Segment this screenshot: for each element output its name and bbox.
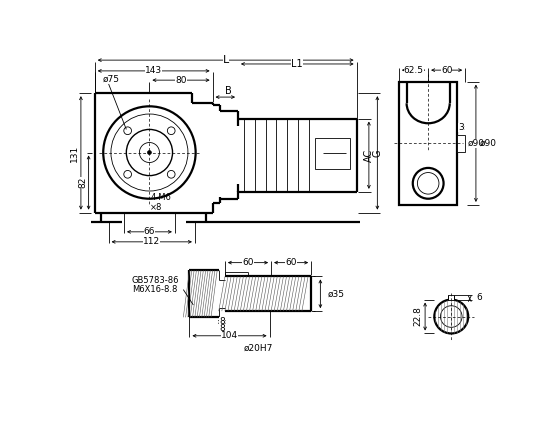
Bar: [448, 295, 454, 300]
Text: ø35: ø35: [328, 289, 345, 298]
Text: 4-M6
×8: 4-M6 ×8: [150, 192, 171, 212]
Text: 80: 80: [175, 75, 187, 85]
Text: ø20H7: ø20H7: [243, 343, 273, 353]
Text: ø75: ø75: [102, 75, 119, 84]
Bar: [399, 82, 458, 205]
Text: 60: 60: [242, 258, 254, 267]
Text: GB5783-86: GB5783-86: [132, 276, 179, 285]
Text: L: L: [223, 55, 229, 65]
Text: AC: AC: [364, 148, 374, 162]
Text: ø90: ø90: [468, 139, 485, 148]
Text: ø90: ø90: [480, 139, 497, 148]
Text: 82: 82: [78, 177, 87, 188]
Bar: [315, 138, 350, 169]
Circle shape: [147, 151, 151, 154]
Text: 60: 60: [441, 66, 453, 75]
Bar: [458, 135, 465, 152]
Text: 62.5: 62.5: [404, 66, 424, 75]
Text: 131: 131: [70, 144, 79, 162]
Text: G: G: [372, 149, 382, 156]
Text: 3: 3: [458, 123, 464, 132]
Text: 22.8: 22.8: [413, 307, 422, 326]
Text: 8: 8: [219, 324, 225, 333]
Text: 112: 112: [143, 237, 160, 246]
Text: L1: L1: [292, 59, 303, 69]
Text: 143: 143: [145, 67, 162, 75]
Text: 104: 104: [221, 331, 238, 340]
Text: M6X16-8.8: M6X16-8.8: [132, 285, 177, 294]
Text: 8: 8: [219, 318, 225, 326]
Text: 60: 60: [285, 258, 297, 267]
Text: B: B: [224, 86, 232, 96]
Text: 6: 6: [476, 293, 482, 302]
Text: 66: 66: [144, 227, 155, 236]
